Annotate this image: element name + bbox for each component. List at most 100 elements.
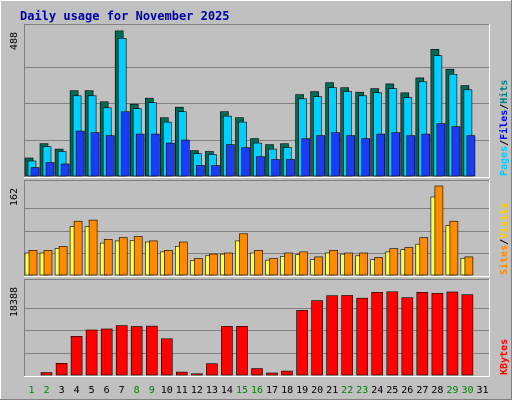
bar-kbytes-day-5 [85, 329, 98, 376]
bar-kbytes-day-14 [221, 325, 233, 376]
bar-pages-day-27 [421, 133, 431, 177]
panel-kbytes-legend: KBytes [499, 339, 510, 375]
bar-sites-day-9 [149, 240, 158, 276]
bar-kbytes-day-25 [386, 291, 399, 376]
bar-sites-day-16 [254, 250, 263, 276]
bar-pages-day-30 [466, 135, 476, 177]
day-label-26: 26 [401, 385, 413, 396]
bar-kbytes-day-2 [40, 372, 53, 376]
day-label-24: 24 [371, 385, 383, 396]
bar-kbytes-day-30 [461, 294, 474, 376]
bar-sites-day-26 [404, 247, 414, 276]
legend-separator: / [499, 104, 510, 110]
day-label-25: 25 [386, 385, 398, 396]
bar-sites-day-29 [449, 220, 459, 276]
day-label-28: 28 [431, 385, 443, 396]
day-label-23: 23 [356, 385, 368, 396]
day-label-5: 5 [89, 385, 95, 396]
day-label-3: 3 [59, 385, 65, 396]
bar-pages-day-10 [166, 142, 175, 177]
bar-sites-day-24 [374, 257, 384, 276]
bar-pages-day-13 [211, 165, 220, 177]
day-label-31: 31 [476, 385, 488, 396]
bar-pages-day-3 [60, 163, 70, 177]
bar-sites-day-4 [73, 220, 83, 276]
day-label-16: 16 [251, 385, 263, 396]
day-label-12: 12 [191, 385, 203, 396]
bar-sites-day-28 [434, 185, 444, 276]
bar-pages-day-2 [45, 162, 55, 177]
bar-kbytes-day-3 [55, 362, 68, 376]
day-label-7: 7 [119, 385, 125, 396]
bar-kbytes-day-9 [146, 325, 158, 376]
bar-pages-day-7 [120, 111, 130, 177]
bar-kbytes-day-24 [371, 291, 384, 376]
bar-kbytes-day-29 [446, 291, 459, 376]
bar-pages-day-19 [301, 138, 310, 177]
bar-kbytes-day-28 [431, 292, 444, 376]
bar-kbytes-day-11 [176, 371, 188, 376]
bar-kbytes-day-26 [401, 297, 414, 376]
bar-sites-day-10 [164, 250, 173, 276]
bar-sites-day-13 [209, 253, 218, 276]
day-label-19: 19 [296, 385, 308, 396]
bar-sites-day-21 [329, 250, 338, 276]
day-label-29: 29 [446, 385, 458, 396]
bar-sites-day-18 [284, 252, 293, 276]
day-label-14: 14 [221, 385, 233, 396]
panel-visits-legend: Sites/Visits [498, 203, 510, 275]
bar-pages-day-22 [346, 135, 356, 177]
chart-title: Daily usage for November 2025 [20, 9, 230, 23]
day-label-13: 13 [206, 385, 218, 396]
bar-sites-day-22 [344, 252, 354, 276]
bar-pages-day-28 [436, 123, 446, 177]
bar-pages-day-25 [391, 132, 401, 177]
legend-entry-files: Files [498, 110, 510, 140]
bar-kbytes-day-16 [251, 368, 263, 376]
day-label-10: 10 [161, 385, 173, 396]
bar-sites-day-11 [179, 241, 188, 276]
chart-panels: 488Pages/Files/Hits162Sites/Visits18388K… [9, 24, 510, 377]
bar-sites-day-14 [224, 252, 233, 276]
panel-kbytes: 18388 KBytes [9, 279, 510, 377]
bar-pages-day-8 [135, 133, 145, 177]
bar-pages-day-15 [241, 147, 250, 177]
day-label-22: 22 [341, 385, 353, 396]
legend-entry-sites: Sites [498, 245, 510, 275]
day-label-9: 9 [149, 385, 155, 396]
bar-kbytes-day-6 [100, 328, 113, 376]
bar-kbytes-day-17 [266, 372, 278, 376]
bar-pages-day-29 [451, 126, 461, 177]
bar-pages-day-18 [286, 159, 295, 177]
bar-sites-day-15 [239, 233, 248, 276]
day-label-20: 20 [311, 385, 323, 396]
legend-separator: / [499, 140, 510, 146]
bar-pages-day-1 [30, 167, 40, 177]
panel-visits: 162 Sites/Visits [9, 180, 510, 277]
bar-sites-day-3 [58, 246, 68, 276]
day-label-11: 11 [176, 385, 188, 396]
legend-entry-kbytes: KBytes [499, 339, 510, 375]
bar-kbytes-day-12 [191, 373, 203, 376]
bar-kbytes-day-27 [416, 291, 429, 376]
bar-kbytes-day-21 [326, 295, 338, 376]
bar-pages-day-9 [151, 133, 160, 177]
panel-visits-max-label: 162 [9, 188, 20, 206]
bar-sites-day-6 [103, 239, 113, 276]
legend-entry-hits: Hits [498, 80, 510, 104]
bar-sites-day-5 [88, 219, 98, 276]
bar-sites-day-30 [464, 256, 474, 276]
bar-pages-day-11 [181, 139, 190, 177]
bar-kbytes-day-7 [115, 325, 128, 376]
bar-pages-day-24 [376, 133, 386, 177]
bar-pages-day-4 [75, 130, 85, 177]
legend-entry-pages: Pages [499, 146, 510, 176]
panel-hits-legend: Pages/Files/Hits [498, 80, 510, 176]
bar-kbytes-day-13 [206, 363, 218, 376]
day-label-18: 18 [281, 385, 293, 396]
bar-sites-day-27 [419, 237, 429, 276]
bar-pages-day-16 [256, 156, 265, 177]
legend-entry-visits: Visits [498, 203, 510, 239]
